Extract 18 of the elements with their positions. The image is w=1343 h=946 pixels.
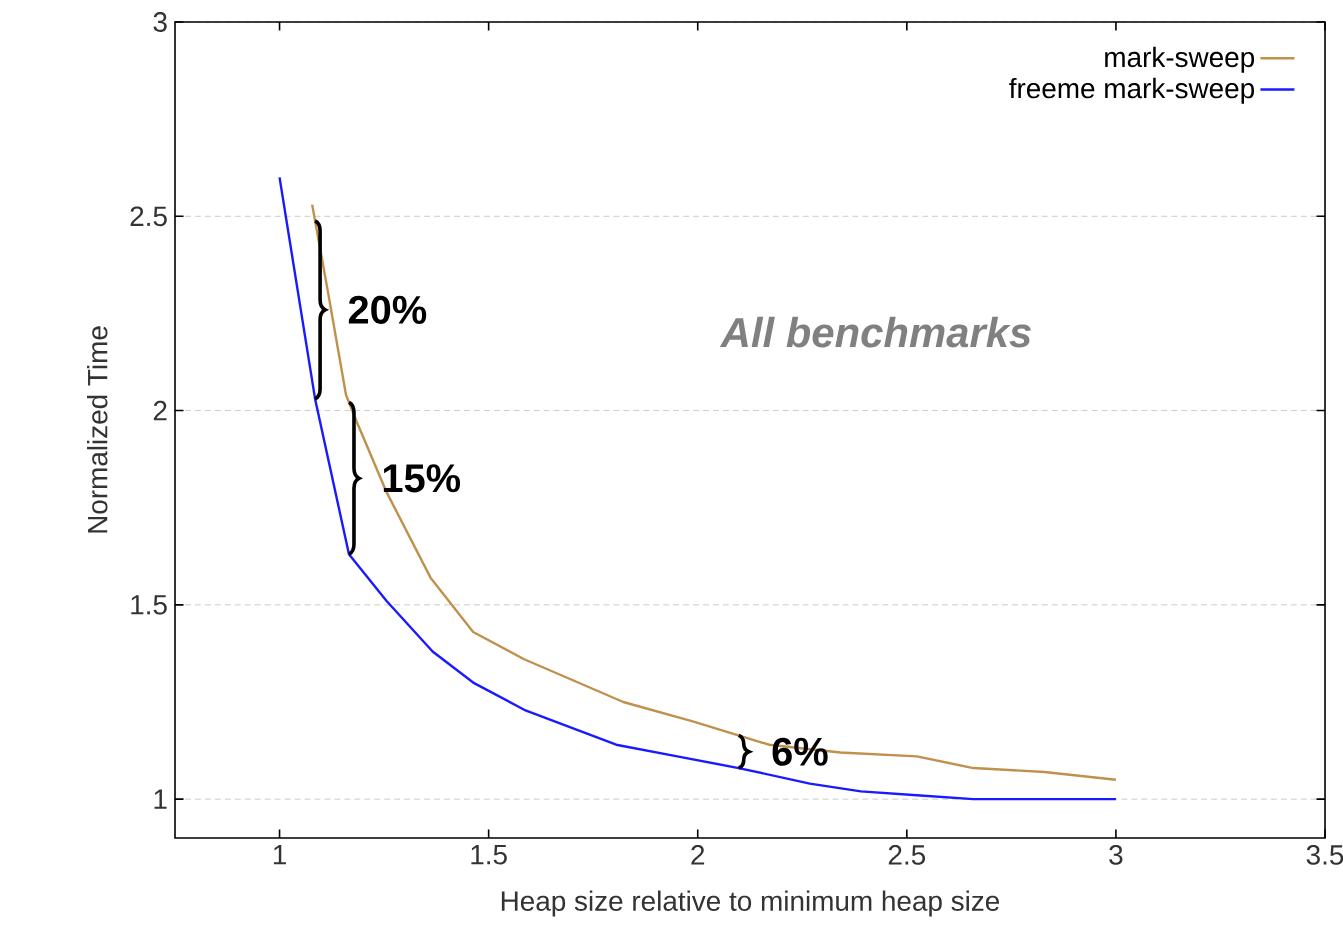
annotation: 20% [348,295,427,324]
y-tick-label: 1 [154,789,167,809]
x-tick-label: 3 [1109,845,1123,865]
annotation: All benchmarks [719,316,1031,348]
legend-label: mark-sweep [1105,46,1255,73]
annotation: 15% [383,464,461,493]
legend-label: freeme mark-sweep [1009,77,1255,104]
y-tick-label: 2 [153,400,167,421]
y-axis-title: Normalized Time [87,326,108,533]
x-axis-title: Heap size relative to minimum heap size [501,890,1000,917]
x-tick-label: 1 [273,845,286,865]
x-tick-label: 1.5 [471,845,507,865]
x-tick-label: 2 [691,845,705,865]
y-tick-label: 1.5 [131,595,167,615]
y-tick-label: 2.5 [130,206,167,227]
x-tick-label: 3.5 [1306,845,1343,865]
y-tick-label: 3 [153,12,167,32]
x-tick-label: 2.5 [888,845,926,865]
